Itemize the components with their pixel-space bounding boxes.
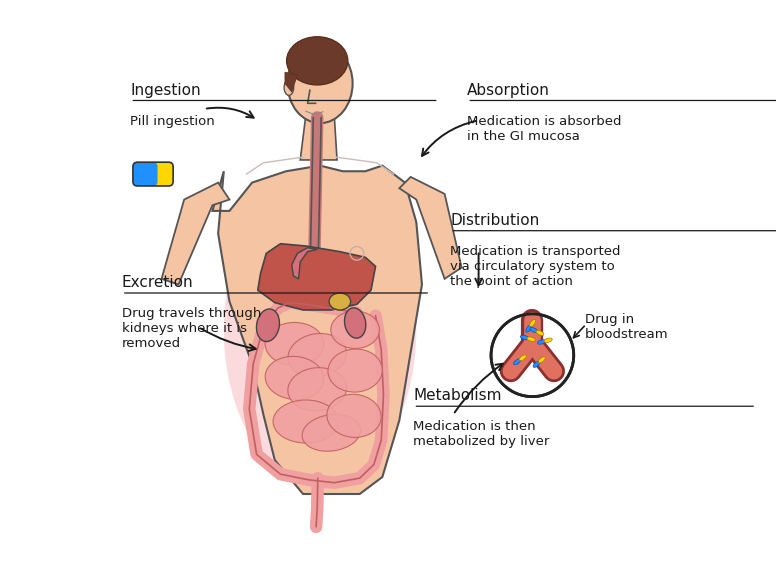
Ellipse shape: [345, 308, 365, 338]
Polygon shape: [285, 72, 297, 92]
Ellipse shape: [265, 356, 324, 399]
Text: Drug travels through
kidneys where it is
removed: Drug travels through kidneys where it is…: [122, 307, 262, 350]
Text: Ingestion: Ingestion: [130, 83, 201, 98]
Text: Medication is transported
via circulatory system to
the point of action: Medication is transported via circulator…: [450, 245, 621, 288]
Ellipse shape: [536, 331, 544, 336]
Ellipse shape: [538, 340, 546, 344]
Polygon shape: [258, 244, 376, 310]
Ellipse shape: [526, 325, 532, 332]
Text: Absorption: Absorption: [467, 83, 550, 98]
Ellipse shape: [328, 349, 383, 392]
Ellipse shape: [527, 337, 535, 341]
Polygon shape: [300, 114, 337, 160]
Text: Pill ingestion: Pill ingestion: [130, 114, 215, 127]
Ellipse shape: [288, 368, 347, 411]
FancyBboxPatch shape: [133, 162, 158, 186]
Text: Distribution: Distribution: [450, 213, 539, 228]
Ellipse shape: [265, 323, 324, 365]
Ellipse shape: [288, 333, 346, 377]
Ellipse shape: [533, 361, 540, 368]
Ellipse shape: [329, 293, 351, 310]
Ellipse shape: [530, 319, 535, 327]
Circle shape: [491, 314, 573, 397]
Ellipse shape: [514, 359, 521, 365]
Ellipse shape: [273, 400, 339, 443]
Text: Medication is absorbed
in the GI mucosa: Medication is absorbed in the GI mucosa: [467, 114, 622, 143]
Ellipse shape: [284, 80, 294, 96]
Ellipse shape: [241, 177, 400, 302]
Ellipse shape: [286, 37, 348, 85]
Ellipse shape: [256, 309, 279, 341]
Ellipse shape: [530, 328, 538, 333]
Polygon shape: [213, 166, 422, 494]
Polygon shape: [292, 248, 317, 279]
Ellipse shape: [223, 174, 416, 485]
Ellipse shape: [287, 44, 352, 123]
Polygon shape: [400, 177, 462, 279]
Text: Drug in
bloodstream: Drug in bloodstream: [585, 313, 669, 341]
FancyBboxPatch shape: [133, 162, 173, 186]
Ellipse shape: [331, 311, 379, 348]
Text: Metabolism: Metabolism: [414, 389, 502, 403]
Polygon shape: [161, 183, 230, 284]
Ellipse shape: [519, 355, 526, 361]
Text: Medication is then
metabolized by liver: Medication is then metabolized by liver: [414, 420, 550, 448]
Text: Excretion: Excretion: [122, 275, 193, 290]
Ellipse shape: [327, 394, 381, 438]
Ellipse shape: [302, 414, 361, 451]
Ellipse shape: [544, 338, 553, 343]
Ellipse shape: [539, 357, 546, 363]
Ellipse shape: [521, 335, 528, 340]
